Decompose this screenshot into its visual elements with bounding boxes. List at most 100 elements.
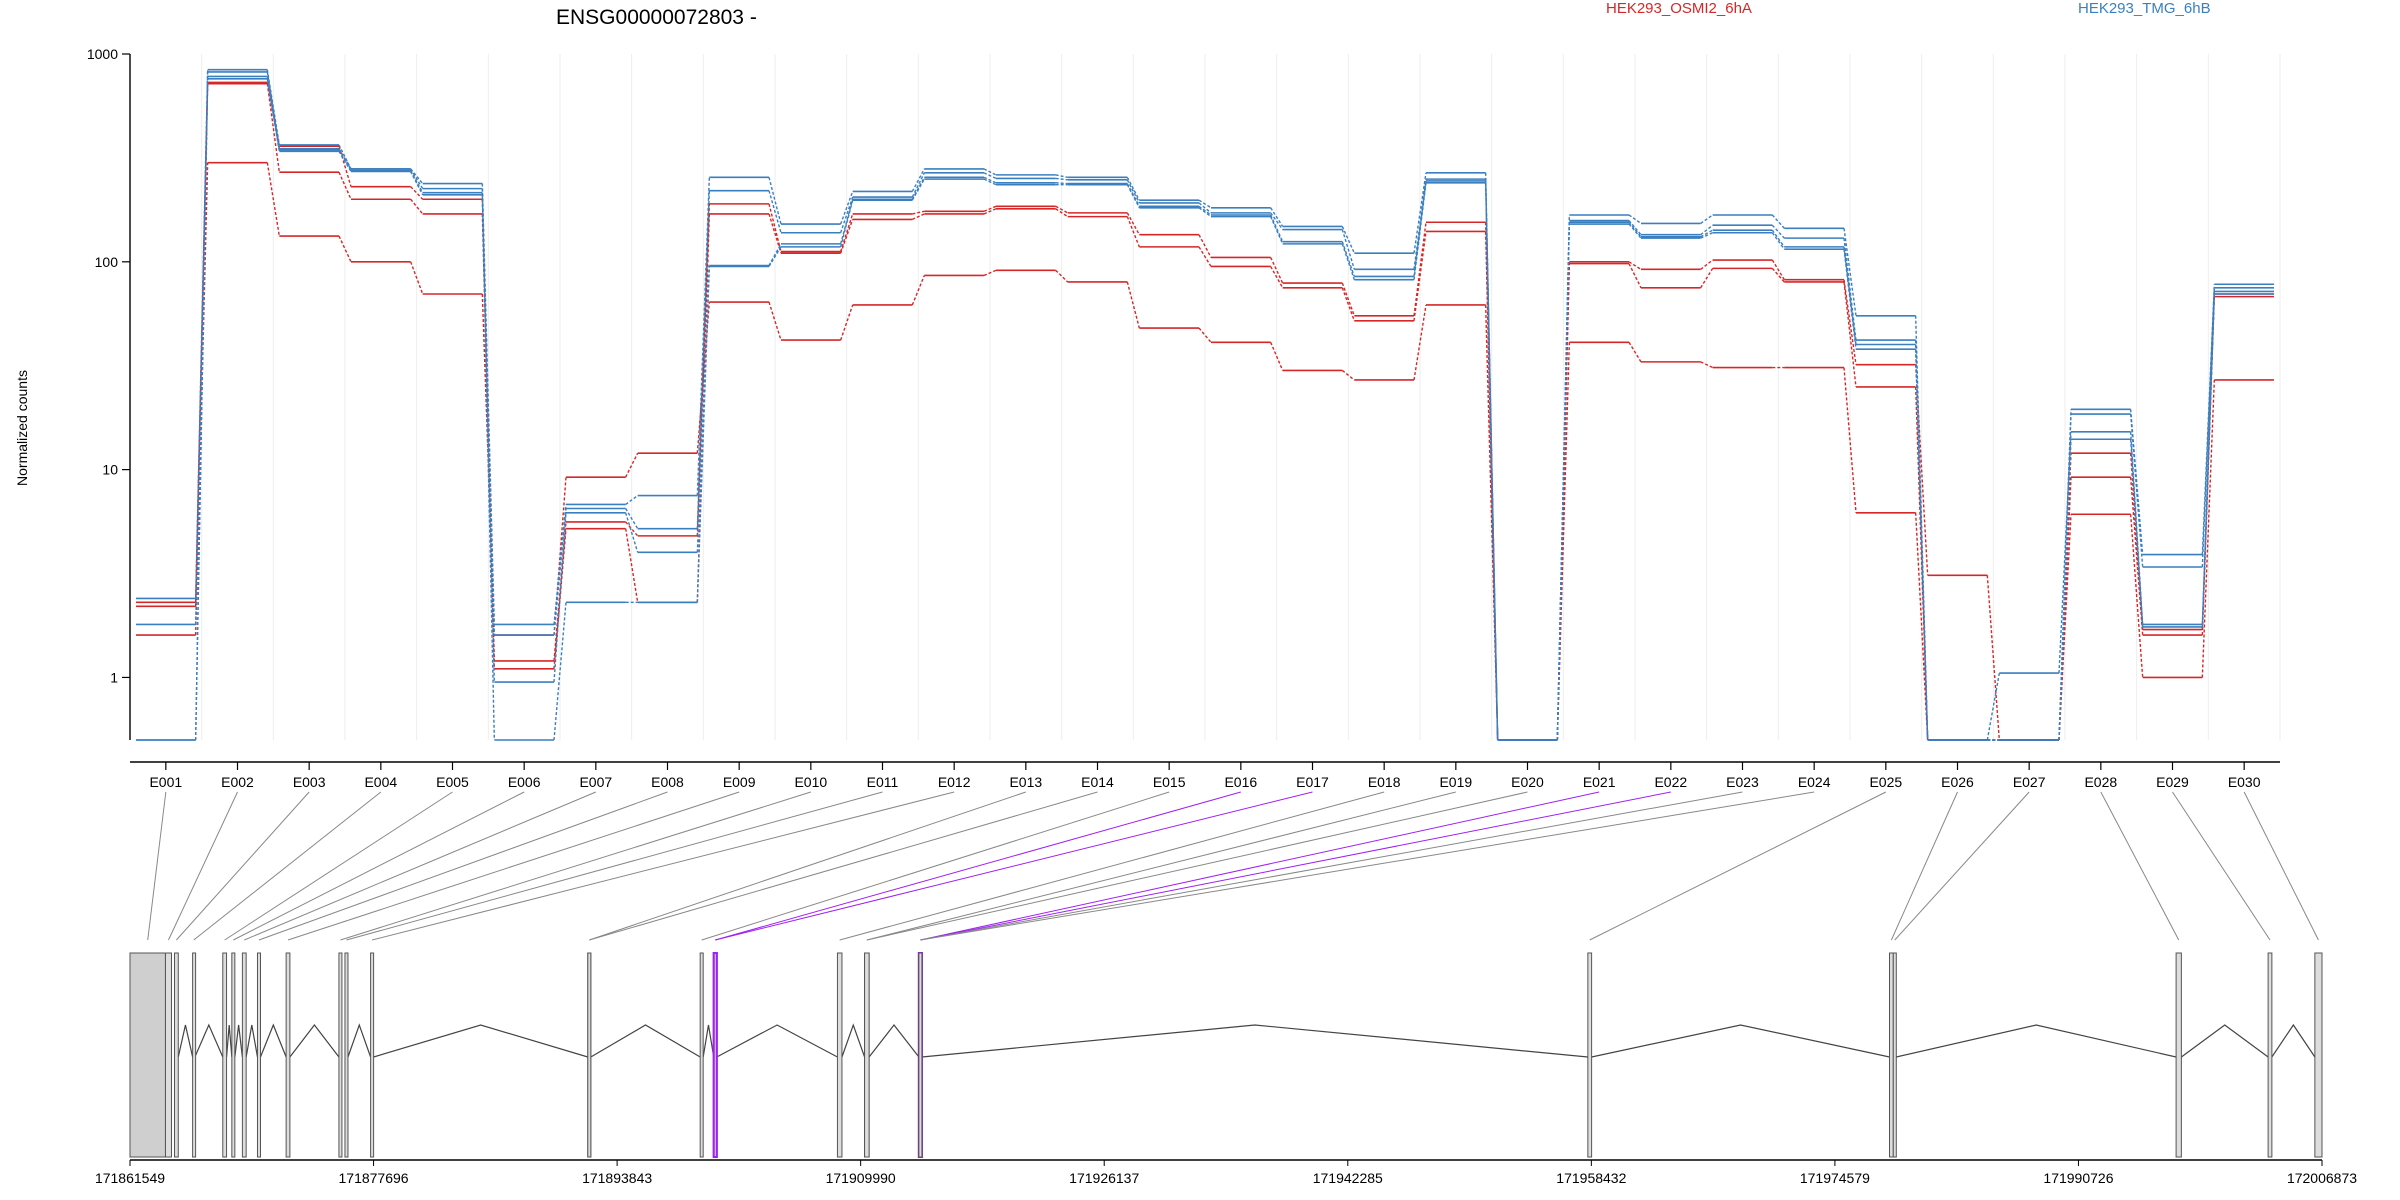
data-connector: [1198, 205, 1212, 216]
x-tick-label: E002: [221, 774, 254, 790]
exon-connector: [715, 791, 1241, 941]
data-connector: [410, 261, 424, 295]
exon-box: [222, 952, 228, 1158]
exon-connector: [233, 791, 525, 941]
axes: 1 10 100 1000 E001 E002 E003 E004 E005 E006 E007 E0…: [87, 46, 2280, 790]
data-connector: [839, 199, 854, 248]
data-connector: [338, 144, 352, 170]
exon-connector: [147, 791, 167, 941]
data-connector: [2129, 477, 2144, 636]
data-connector: [194, 78, 209, 741]
intron: [702, 1024, 715, 1058]
exon-connector: [2243, 791, 2319, 941]
data-connector: [911, 168, 925, 192]
data-connector: [1700, 224, 1714, 236]
series-7: [136, 77, 2274, 741]
data-connector: [1055, 205, 1069, 214]
data-connector: [1413, 231, 1427, 321]
exon-box: [1889, 952, 1894, 1158]
data-connector: [1700, 361, 1713, 369]
exon-connector: [589, 791, 1098, 941]
x-tick-label: E028: [2084, 774, 2117, 790]
x-tick-label: E025: [1869, 774, 1902, 790]
data-connector: [1843, 367, 1857, 513]
exon-box: [918, 952, 923, 1158]
genomic-tick-label: 171861549: [95, 1170, 165, 1186]
x-tick-label: E020: [1511, 774, 1544, 790]
intron: [1896, 1024, 2177, 1058]
x-tick-label: E006: [508, 774, 541, 790]
series-layer: [136, 68, 2274, 741]
data-connector: [1986, 575, 2001, 741]
data-connector: [768, 177, 782, 225]
data-connector: [624, 528, 639, 603]
data-connector: [2129, 414, 2144, 568]
data-connector: [1341, 241, 1355, 277]
data-connector: [1198, 327, 1212, 343]
data-connector: [1771, 229, 1785, 248]
data-connector: [768, 243, 782, 266]
data-connector: [1198, 246, 1212, 267]
data-connector: [338, 148, 352, 170]
data-connector: [768, 190, 782, 233]
exon-connector: [589, 791, 1026, 941]
intron: [590, 1024, 701, 1058]
intron: [234, 1024, 243, 1058]
data-connector: [266, 78, 281, 152]
data-connector: [840, 304, 854, 341]
intron: [289, 1024, 340, 1058]
gene-model: 171861549 171877696 171893843 171909990 1719…: [95, 952, 2357, 1186]
data-connector: [1556, 263, 1571, 741]
exon-connector: [258, 791, 668, 941]
exon-box: [192, 952, 197, 1158]
data-connector: [2129, 431, 2144, 625]
data-connector: [840, 219, 854, 254]
data-connector: [1341, 229, 1356, 270]
data-connector: [2058, 477, 2072, 741]
data-connector: [983, 176, 997, 184]
exon-box: [699, 952, 704, 1158]
data-connector: [338, 151, 352, 172]
x-tick-label: E011: [867, 774, 899, 790]
data-connector: [1843, 249, 1857, 350]
x-tick-label: E026: [1941, 774, 1974, 790]
data-connector: [1198, 207, 1212, 218]
chart-title: ENSG00000072803 -: [556, 6, 757, 29]
data-connector: [481, 194, 496, 741]
exon-connector: [715, 791, 1313, 941]
x-tick-label: E012: [938, 774, 971, 790]
exon-box: [1892, 952, 1897, 1158]
intron: [921, 1024, 1588, 1058]
data-connector: [2129, 409, 2144, 555]
data-connector: [1055, 177, 1068, 181]
data-connector: [1484, 180, 1499, 741]
exon-box: [241, 952, 247, 1158]
exon-connector: [866, 791, 1528, 941]
x-tick-label: E021: [1583, 774, 1616, 790]
exon-connector: [920, 791, 1815, 941]
data-connector: [983, 208, 997, 215]
data-connector: [1628, 341, 1642, 363]
data-connector: [266, 162, 281, 237]
exon-box: [174, 952, 179, 1158]
intron: [259, 1023, 287, 1058]
data-connector: [1413, 180, 1427, 277]
exon-connector: [224, 791, 453, 941]
x-tick-label: E005: [436, 774, 469, 790]
data-connector: [696, 190, 711, 529]
data-connector: [1055, 182, 1068, 185]
genomic-tick-label: 171877696: [339, 1170, 409, 1186]
x-tick-label: E023: [1726, 774, 1759, 790]
data-connector: [1055, 208, 1069, 218]
data-connector: [983, 269, 997, 277]
exon-connector: [2100, 791, 2180, 941]
intron: [1591, 1024, 1890, 1058]
genomic-tick-label: 172006873: [2287, 1170, 2357, 1186]
data-connector: [2201, 293, 2216, 627]
data-connector: [1771, 214, 1785, 229]
data-connector: [1843, 246, 1857, 345]
x-tick-label: E017: [1296, 774, 1329, 790]
exon-connector: [287, 791, 740, 941]
data-connector: [1700, 214, 1714, 225]
data-connector: [1413, 304, 1427, 381]
